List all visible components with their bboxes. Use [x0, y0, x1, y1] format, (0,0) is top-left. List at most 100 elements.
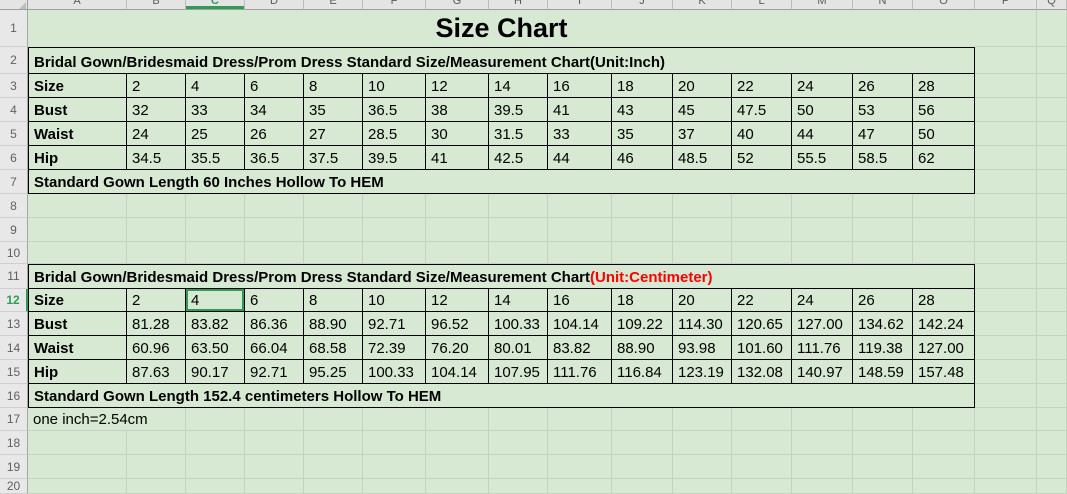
cell-G6[interactable]: 41 [426, 146, 489, 170]
cell-E19[interactable] [304, 455, 363, 479]
cell-I15[interactable]: 111.76 [548, 360, 612, 384]
row-header-15[interactable]: 15 [0, 360, 28, 384]
cell-H15[interactable]: 107.95 [489, 360, 548, 384]
cell-J3[interactable]: 18 [612, 74, 673, 98]
cell-I5[interactable]: 33 [548, 122, 612, 146]
cell-C13[interactable]: 83.82 [186, 312, 245, 336]
cell-J4[interactable]: 43 [612, 98, 673, 122]
cell-A4[interactable]: Bust [28, 98, 127, 122]
cell-P20[interactable] [975, 479, 1037, 494]
cell-J13[interactable]: 109.22 [612, 312, 673, 336]
cell-H12[interactable]: 14 [489, 289, 548, 312]
cell-M15[interactable]: 140.97 [792, 360, 853, 384]
cell-H17[interactable] [489, 408, 548, 431]
cell-H14[interactable]: 80.01 [489, 336, 548, 360]
cell-G18[interactable] [426, 431, 489, 455]
cell-K13[interactable]: 114.30 [673, 312, 732, 336]
column-header-Q[interactable]: Q [1037, 0, 1067, 10]
column-header-J[interactable]: J [612, 0, 673, 10]
cell-B4[interactable]: 32 [127, 98, 186, 122]
cell-I9[interactable] [548, 218, 612, 242]
cell-F12[interactable]: 10 [363, 289, 426, 312]
cell-M18[interactable] [792, 431, 853, 455]
cell-M8[interactable] [792, 194, 853, 218]
cell-C15[interactable]: 90.17 [186, 360, 245, 384]
merged-cell-A2[interactable]: Bridal Gown/Bridesmaid Dress/Prom Dress … [28, 47, 975, 74]
cell-P15[interactable] [975, 360, 1037, 384]
cell-E4[interactable]: 35 [304, 98, 363, 122]
cell-J19[interactable] [612, 455, 673, 479]
cell-N4[interactable]: 53 [853, 98, 913, 122]
cell-N20[interactable] [853, 479, 913, 494]
cell-H6[interactable]: 42.5 [489, 146, 548, 170]
cell-J20[interactable] [612, 479, 673, 494]
cell-B8[interactable] [127, 194, 186, 218]
column-header-D[interactable]: D [245, 0, 304, 10]
cell-M3[interactable]: 24 [792, 74, 853, 98]
cell-B18[interactable] [127, 431, 186, 455]
cell-L8[interactable] [732, 194, 792, 218]
cell-I18[interactable] [548, 431, 612, 455]
cell-K17[interactable] [673, 408, 732, 431]
column-header-H[interactable]: H [489, 0, 548, 10]
cell-J10[interactable] [612, 242, 673, 264]
cell-B19[interactable] [127, 455, 186, 479]
column-header-L[interactable]: L [732, 0, 792, 10]
cell-G17[interactable] [426, 408, 489, 431]
cell-P19[interactable] [975, 455, 1037, 479]
cell-O4[interactable]: 56 [913, 98, 975, 122]
cell-N10[interactable] [853, 242, 913, 264]
cell-O8[interactable] [913, 194, 975, 218]
cell-B15[interactable]: 87.63 [127, 360, 186, 384]
row-header-6[interactable]: 6 [0, 146, 28, 170]
cell-K18[interactable] [673, 431, 732, 455]
cell-K6[interactable]: 48.5 [673, 146, 732, 170]
cell-H19[interactable] [489, 455, 548, 479]
cell-C14[interactable]: 63.50 [186, 336, 245, 360]
cell-E3[interactable]: 8 [304, 74, 363, 98]
cell-Q9[interactable] [1037, 218, 1067, 242]
cell-K9[interactable] [673, 218, 732, 242]
cell-B5[interactable]: 24 [127, 122, 186, 146]
cell-H8[interactable] [489, 194, 548, 218]
cell-O14[interactable]: 127.00 [913, 336, 975, 360]
cell-G19[interactable] [426, 455, 489, 479]
cell-Q4[interactable] [1037, 98, 1067, 122]
cell-B12[interactable]: 2 [127, 289, 186, 312]
cell-P11[interactable] [975, 264, 1037, 289]
page-title[interactable]: Size Chart [28, 10, 975, 47]
cell-O12[interactable]: 28 [913, 289, 975, 312]
cell-H13[interactable]: 100.33 [489, 312, 548, 336]
cell-A15[interactable]: Hip [28, 360, 127, 384]
cell-A19[interactable] [28, 455, 127, 479]
cell-E9[interactable] [304, 218, 363, 242]
cell-A13[interactable]: Bust [28, 312, 127, 336]
cell-F18[interactable] [363, 431, 426, 455]
column-header-O[interactable]: O [913, 0, 975, 10]
column-header-C[interactable]: C [186, 0, 245, 10]
cell-Q10[interactable] [1037, 242, 1067, 264]
cell-L6[interactable]: 52 [732, 146, 792, 170]
cell-I12[interactable]: 16 [548, 289, 612, 312]
cell-D19[interactable] [245, 455, 304, 479]
cell-H3[interactable]: 14 [489, 74, 548, 98]
cell-A18[interactable] [28, 431, 127, 455]
cell-K10[interactable] [673, 242, 732, 264]
cell-J17[interactable] [612, 408, 673, 431]
row-header-11[interactable]: 11 [0, 264, 28, 289]
cell-Q8[interactable] [1037, 194, 1067, 218]
cell-D18[interactable] [245, 431, 304, 455]
cell-O17[interactable] [913, 408, 975, 431]
cell-M12[interactable]: 24 [792, 289, 853, 312]
cell-E6[interactable]: 37.5 [304, 146, 363, 170]
cell-F13[interactable]: 92.71 [363, 312, 426, 336]
cell-E12[interactable]: 8 [304, 289, 363, 312]
cell-P5[interactable] [975, 122, 1037, 146]
cell-M4[interactable]: 50 [792, 98, 853, 122]
cell-B3[interactable]: 2 [127, 74, 186, 98]
cell-F10[interactable] [363, 242, 426, 264]
cell-C4[interactable]: 33 [186, 98, 245, 122]
cell-L14[interactable]: 101.60 [732, 336, 792, 360]
cell-G20[interactable] [426, 479, 489, 494]
cell-L4[interactable]: 47.5 [732, 98, 792, 122]
